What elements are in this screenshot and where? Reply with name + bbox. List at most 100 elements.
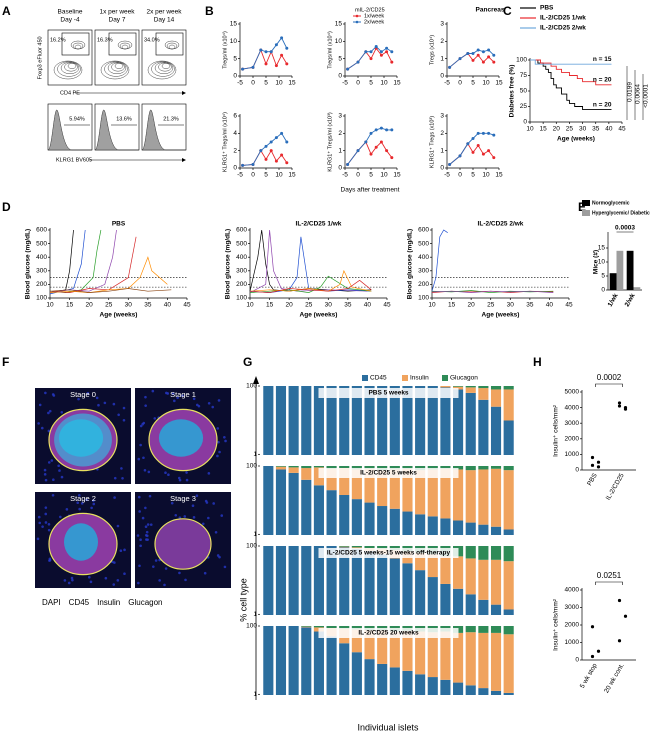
bar-segment — [351, 466, 362, 470]
nucleus — [152, 565, 155, 568]
point — [280, 53, 284, 57]
nucleus — [223, 435, 226, 439]
nucleus — [44, 506, 48, 510]
flow-contour — [114, 63, 124, 69]
x-tick-label: 10 — [46, 302, 54, 309]
legend-swatch — [442, 375, 448, 381]
nucleus — [218, 555, 221, 559]
nucleus — [47, 461, 51, 464]
bar-segment — [389, 469, 400, 509]
nucleus — [51, 393, 55, 396]
point — [364, 140, 368, 144]
x-axis-label: Age (weeks) — [300, 312, 338, 319]
point — [492, 60, 496, 64]
y-tick-label: 2000 — [565, 622, 580, 629]
nucleus — [113, 496, 116, 499]
nucleus — [205, 501, 209, 504]
y-tick-label: 3 — [440, 113, 444, 120]
nucleus — [201, 522, 205, 526]
x-tick-label: 15 — [393, 80, 401, 87]
bar-segment — [326, 626, 337, 629]
flow-contour — [107, 61, 127, 75]
nucleus — [37, 422, 40, 425]
n-label: n = 15 — [593, 56, 612, 63]
nucleus — [103, 401, 107, 405]
bar-segment — [478, 469, 489, 525]
bar-segment — [313, 626, 324, 628]
nucleus — [43, 468, 47, 472]
point — [390, 156, 394, 160]
x-tick-label: -5 — [444, 172, 450, 179]
panel-g-arrow-head — [253, 376, 259, 384]
point — [346, 67, 350, 71]
nucleus — [67, 581, 71, 585]
point — [390, 60, 394, 64]
nucleus — [142, 456, 145, 460]
legend-label: Glucagon — [450, 375, 478, 382]
point — [492, 53, 496, 57]
bar-segment — [503, 470, 514, 530]
point — [458, 154, 462, 158]
point — [466, 142, 470, 146]
nucleus — [145, 530, 149, 534]
flow-contour — [100, 60, 130, 80]
series-line — [431, 290, 554, 293]
nucleus — [123, 548, 126, 552]
nucleus — [197, 404, 201, 408]
bar-segment — [453, 632, 464, 683]
nucleus — [216, 427, 220, 430]
legend-label: IL-2/CD25 1/wk — [540, 15, 586, 22]
nucleus — [48, 409, 52, 413]
x-tick-label: 10 — [380, 80, 388, 87]
flow-percent: 34.0% — [144, 37, 160, 43]
y-tick-label: 1 — [253, 611, 257, 618]
y-tick-label: 15 — [335, 21, 343, 28]
panel-letter: B — [205, 4, 214, 18]
bar-segment — [301, 466, 312, 469]
panel-g-x-label: Individual islets — [357, 722, 419, 732]
bar-segment — [503, 626, 514, 635]
panel-letter: G — [243, 355, 252, 369]
bar-segment — [313, 631, 324, 695]
bar-segment — [465, 386, 476, 388]
x-tick-label: 40 — [605, 126, 613, 133]
point — [596, 649, 601, 653]
bar-segment — [503, 609, 514, 615]
legend-swatch — [402, 375, 408, 381]
bar-segment — [503, 386, 514, 390]
series-line — [249, 236, 372, 293]
point — [274, 43, 278, 47]
bar-segment — [275, 466, 287, 470]
y-tick-label: 600 — [36, 227, 47, 234]
flow-contour — [121, 44, 129, 50]
bar-segment — [402, 466, 413, 469]
point — [385, 149, 389, 153]
nucleus — [214, 530, 218, 534]
y-axis-label: KLRG1⁺ Tregs/ml (x10⁴) — [221, 112, 228, 172]
bar-segment — [415, 514, 426, 535]
flow-header: Day -4 — [60, 17, 80, 24]
bar-segment — [478, 399, 489, 455]
bar-segment — [478, 599, 489, 615]
bar-segment — [275, 626, 287, 695]
nucleus — [137, 495, 141, 499]
x-tick-label: 15 — [495, 80, 503, 87]
point — [590, 455, 595, 460]
bar-segment — [490, 468, 502, 527]
x-tick-label: 15 — [66, 302, 74, 309]
y-tick-label: 1 — [253, 451, 257, 458]
y-tick-label: 2 — [233, 147, 237, 154]
point — [274, 136, 278, 140]
bar-segment — [313, 466, 324, 468]
point — [385, 46, 389, 50]
x-tick-label: 25 — [566, 126, 574, 133]
x-tick-label: 15 — [540, 126, 548, 133]
x-tick-label: 30 — [125, 302, 133, 309]
bar-segment — [301, 479, 312, 535]
stage-label: Stage 2 — [70, 494, 96, 503]
x-tick-label: 45 — [618, 126, 626, 133]
x-tick-label: -5 — [237, 172, 243, 179]
panel-b-title: Pancreas — [476, 7, 505, 14]
panel-letter: F — [2, 355, 9, 369]
nucleus — [136, 534, 140, 537]
